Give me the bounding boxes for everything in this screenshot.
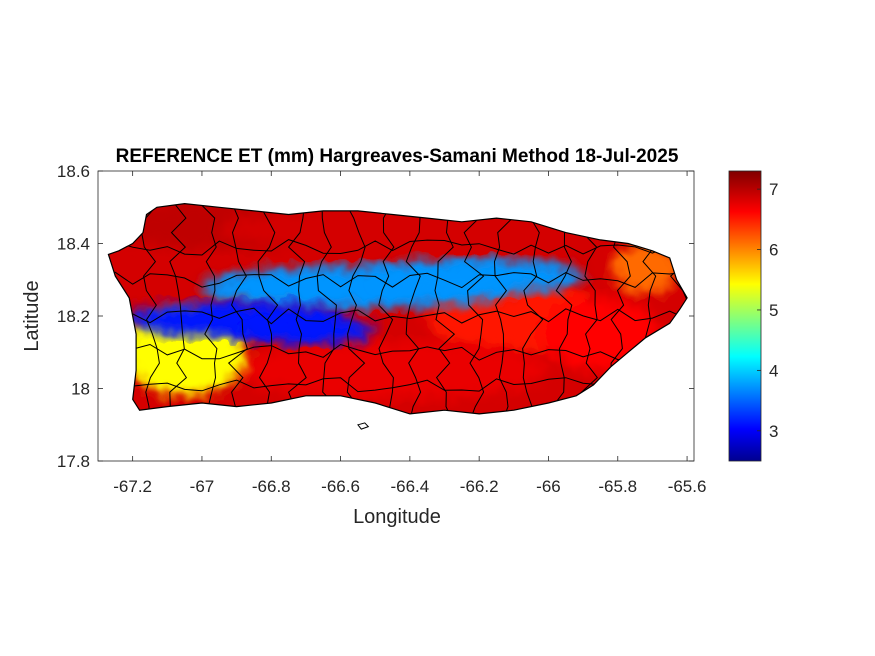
municipality-boundary <box>493 203 514 414</box>
colorbar-tick-label: 4 <box>769 361 778 380</box>
municipality-boundary <box>378 203 395 414</box>
municipality-boundary <box>345 203 366 414</box>
y-axis-ticks: 17.8 18 18.2 18.4 18.6 <box>57 162 694 471</box>
colorbar-tick-label: 6 <box>769 241 778 260</box>
x-tick-label: -66 <box>536 477 561 496</box>
colorbar-tick-label: 7 <box>769 180 778 199</box>
municipality-boundary <box>108 239 688 256</box>
municipality-boundary <box>257 203 279 414</box>
y-axis-label: Latitude <box>21 280 43 351</box>
y-tick-label: 18.2 <box>57 307 90 326</box>
colorbar: 3 4 5 6 7 <box>728 170 778 462</box>
y-tick-label: 18.4 <box>57 235 90 254</box>
colorbar-ramp <box>728 170 762 462</box>
island-coastline <box>107 202 688 415</box>
municipality-boundary <box>463 203 485 414</box>
x-tick-label: -67 <box>190 477 215 496</box>
x-tick-label: -66.4 <box>390 477 429 496</box>
x-tick-label: -66.2 <box>460 477 499 496</box>
x-tick-label: -65.8 <box>598 477 637 496</box>
municipality-boundary <box>108 343 688 361</box>
x-tick-label: -66.6 <box>321 477 360 496</box>
x-tick-label: -67.2 <box>113 477 152 496</box>
colorbar-ticks: 3 4 5 6 7 <box>757 180 778 441</box>
colorbar-tick-label: 3 <box>769 422 778 441</box>
municipality-boundary <box>522 203 544 414</box>
municipality-boundaries <box>108 203 688 414</box>
municipality-boundary <box>108 271 688 289</box>
municipality-boundary <box>287 203 307 414</box>
y-tick-label: 17.8 <box>57 452 90 471</box>
municipality-boundary <box>316 203 338 414</box>
chart-title: REFERENCE ET (mm) Hargreaves-Samani Meth… <box>116 146 679 167</box>
municipality-boundary <box>227 203 248 414</box>
municipality-boundary <box>169 203 188 414</box>
x-tick-label: -66.8 <box>252 477 291 496</box>
y-tick-label: 18.6 <box>57 162 90 181</box>
et-region-patch <box>375 258 584 295</box>
plot-area: -67.2 -67 -66.8 -66.6 -66.4 -66.2 -66 -65.8 -65.… <box>57 162 707 496</box>
municipality-boundary <box>434 203 456 414</box>
islet-outline <box>357 422 370 430</box>
et-region-patch <box>236 341 549 400</box>
x-axis-ticks: -67.2 -67 -66.8 -66.6 -66.4 -66.2 -66 -65.8 -65.… <box>113 171 706 496</box>
colorbar-tick-label: 5 <box>769 301 778 320</box>
municipality-boundary <box>108 307 688 325</box>
x-axis-label: Longitude <box>353 506 441 528</box>
et-region-patch <box>610 243 681 295</box>
y-tick-label: 18 <box>71 380 90 399</box>
municipality-boundary <box>199 203 218 414</box>
x-tick-label: -65.6 <box>668 477 707 496</box>
